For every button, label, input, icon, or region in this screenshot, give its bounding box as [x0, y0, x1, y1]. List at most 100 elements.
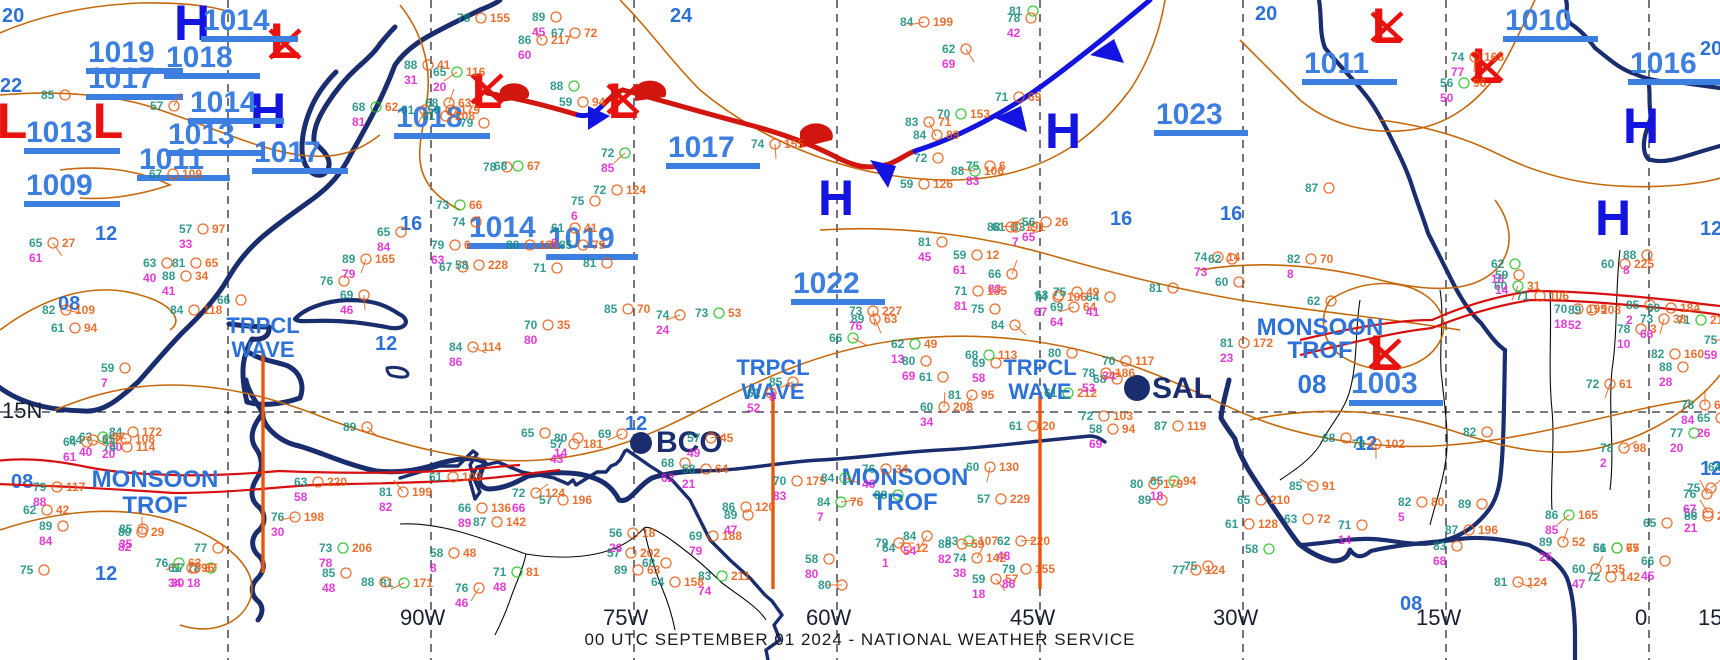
svg-text:81: 81 [1220, 336, 1234, 350]
svg-text:70: 70 [1352, 437, 1366, 451]
svg-text:88: 88 [1659, 360, 1673, 374]
svg-text:79: 79 [431, 238, 445, 252]
svg-text:63: 63 [143, 256, 157, 270]
svg-text:L: L [0, 93, 27, 149]
svg-text:72: 72 [1080, 409, 1094, 423]
svg-text:61: 61 [429, 470, 443, 484]
svg-text:29: 29 [151, 525, 165, 539]
svg-text:18: 18 [1554, 317, 1568, 331]
svg-text:71: 71 [995, 90, 1009, 104]
svg-text:89: 89 [532, 10, 546, 24]
svg-text:70: 70 [524, 318, 538, 332]
svg-text:1022: 1022 [793, 267, 860, 300]
svg-text:89: 89 [614, 563, 628, 577]
svg-text:45W: 45W [1010, 605, 1055, 630]
svg-text:63: 63 [294, 475, 308, 489]
svg-text:67: 67 [1626, 541, 1640, 555]
svg-text:76: 76 [271, 510, 285, 524]
svg-text:27: 27 [62, 236, 76, 250]
svg-text:81: 81 [1149, 281, 1163, 295]
svg-text:124: 124 [1205, 563, 1225, 577]
svg-text:8: 8 [1623, 263, 1630, 277]
svg-text:85: 85 [322, 566, 336, 580]
svg-text:165: 165 [375, 252, 395, 266]
svg-text:142: 142 [506, 515, 526, 529]
svg-text:45: 45 [918, 250, 932, 264]
svg-text:86: 86 [449, 355, 463, 369]
svg-text:65: 65 [377, 225, 391, 239]
svg-text:81: 81 [526, 565, 540, 579]
svg-text:24: 24 [670, 5, 693, 27]
svg-text:1014: 1014 [469, 211, 536, 244]
svg-text:66: 66 [469, 198, 483, 212]
svg-text:1: 1 [882, 556, 889, 570]
svg-text:73: 73 [1194, 265, 1208, 279]
svg-text:158: 158 [684, 575, 704, 589]
svg-text:H: H [818, 170, 854, 226]
svg-text:74: 74 [1194, 250, 1208, 264]
svg-text:45: 45 [720, 431, 734, 445]
svg-text:62: 62 [891, 337, 905, 351]
svg-text:136: 136 [491, 501, 511, 515]
svg-text:00 UTC SEPTEMBER 01 2024 - NAT: 00 UTC SEPTEMBER 01 2024 - NATIONAL WEAT… [584, 630, 1135, 649]
svg-text:1010: 1010 [1505, 4, 1572, 37]
svg-text:65: 65 [29, 236, 43, 250]
svg-text:16: 16 [1220, 203, 1242, 225]
svg-text:76: 76 [849, 319, 863, 333]
svg-text:142: 142 [1620, 570, 1640, 584]
svg-text:1003: 1003 [1351, 367, 1418, 400]
svg-text:84: 84 [913, 128, 927, 142]
svg-text:80: 80 [554, 431, 568, 445]
svg-text:68: 68 [352, 100, 366, 114]
svg-text:84: 84 [1681, 413, 1695, 427]
svg-text:79: 79 [592, 238, 606, 252]
svg-text:1011: 1011 [1304, 47, 1369, 80]
svg-text:1013: 1013 [26, 116, 93, 149]
svg-text:196: 196 [1478, 523, 1498, 537]
svg-text:75: 75 [571, 194, 585, 208]
svg-text:199: 199 [412, 485, 432, 499]
svg-text:198: 198 [304, 510, 324, 524]
svg-text:80: 80 [1431, 495, 1445, 509]
svg-text:65: 65 [1237, 493, 1251, 507]
svg-text:86: 86 [1545, 508, 1559, 522]
svg-text:0: 0 [1635, 605, 1647, 630]
svg-text:109: 109 [75, 303, 95, 317]
svg-text:56: 56 [427, 103, 441, 117]
svg-text:80: 80 [1130, 477, 1144, 491]
svg-text:65: 65 [1643, 516, 1657, 530]
svg-text:14: 14 [554, 446, 568, 460]
svg-text:60: 60 [1572, 562, 1586, 576]
svg-text:12: 12 [95, 563, 117, 585]
svg-text:229: 229 [1010, 492, 1030, 506]
svg-text:78: 78 [1007, 11, 1021, 25]
svg-text:73: 73 [319, 541, 333, 555]
svg-text:59: 59 [101, 361, 115, 375]
svg-text:67: 67 [1683, 502, 1697, 516]
svg-text:41: 41 [437, 58, 451, 72]
svg-text:94: 94 [1183, 474, 1197, 488]
svg-text:59: 59 [1495, 268, 1509, 282]
svg-text:66: 66 [458, 501, 472, 515]
svg-text:12: 12 [986, 248, 1000, 262]
svg-text:88: 88 [1623, 248, 1637, 262]
svg-text:80: 80 [1048, 346, 1062, 360]
svg-text:64: 64 [63, 435, 77, 449]
svg-text:228: 228 [488, 258, 508, 272]
svg-text:58: 58 [805, 552, 819, 566]
svg-text:78: 78 [1681, 398, 1695, 412]
svg-text:220: 220 [1030, 534, 1050, 548]
svg-text:211: 211 [731, 569, 751, 583]
svg-text:72: 72 [1586, 377, 1600, 391]
svg-text:2: 2 [1626, 313, 1633, 327]
svg-text:88: 88 [550, 79, 564, 93]
svg-text:61: 61 [1044, 386, 1058, 400]
svg-text:67: 67 [149, 167, 163, 181]
svg-text:80: 80 [805, 567, 819, 581]
svg-text:124: 124 [626, 183, 646, 197]
svg-text:62: 62 [997, 534, 1011, 548]
svg-text:57: 57 [687, 431, 701, 445]
svg-text:61: 61 [551, 221, 565, 235]
svg-text:85: 85 [1289, 479, 1303, 493]
svg-text:73: 73 [849, 304, 863, 318]
